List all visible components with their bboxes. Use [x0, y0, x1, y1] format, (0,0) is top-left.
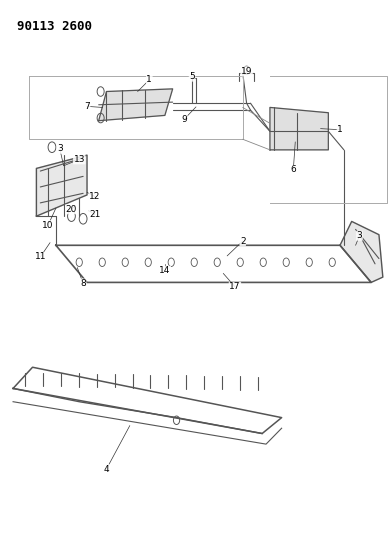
Text: 6: 6: [290, 166, 296, 174]
Polygon shape: [340, 221, 383, 282]
Text: 3: 3: [357, 231, 362, 240]
Polygon shape: [270, 108, 328, 150]
Text: 20: 20: [66, 205, 77, 214]
Text: 9: 9: [181, 115, 187, 124]
Text: 4: 4: [103, 465, 109, 473]
Polygon shape: [99, 89, 172, 120]
Polygon shape: [36, 155, 87, 216]
Text: 1: 1: [337, 125, 343, 134]
Text: 12: 12: [89, 192, 100, 201]
Text: 7: 7: [84, 102, 90, 111]
Text: 13: 13: [73, 155, 85, 164]
Text: 8: 8: [80, 279, 86, 288]
Text: 17: 17: [229, 282, 241, 291]
Text: 10: 10: [42, 221, 54, 230]
Text: 2: 2: [240, 237, 245, 246]
Text: 5: 5: [189, 72, 195, 81]
Text: 21: 21: [89, 210, 100, 219]
Text: 90113 2600: 90113 2600: [17, 20, 92, 33]
Text: 19: 19: [241, 67, 252, 76]
Text: 3: 3: [57, 144, 63, 154]
Text: 11: 11: [34, 253, 46, 262]
Text: 1: 1: [147, 75, 152, 84]
Text: 14: 14: [159, 266, 171, 275]
